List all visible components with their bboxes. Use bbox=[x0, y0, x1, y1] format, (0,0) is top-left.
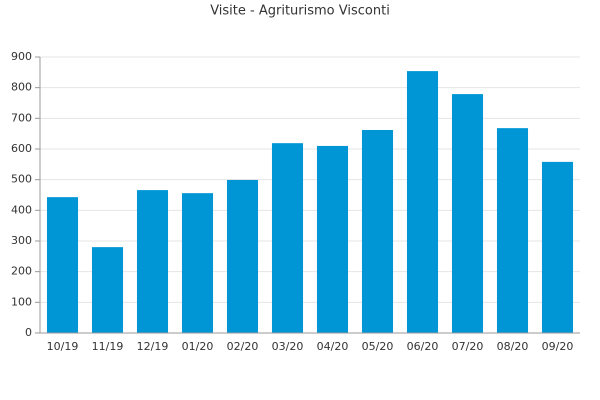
bar bbox=[451, 94, 484, 334]
bar bbox=[91, 247, 124, 333]
y-tick-label: 100 bbox=[11, 295, 32, 308]
bar bbox=[46, 197, 79, 333]
bar bbox=[316, 145, 349, 333]
x-tick-label: 09/20 bbox=[542, 340, 574, 353]
bar bbox=[496, 128, 529, 333]
y-tick-label: 900 bbox=[11, 50, 32, 63]
x-tick-label: 04/20 bbox=[317, 340, 349, 353]
bar bbox=[406, 71, 439, 334]
x-tick-label: 06/20 bbox=[407, 340, 439, 353]
x-tick-label: 07/20 bbox=[452, 340, 484, 353]
y-tick-label: 0 bbox=[25, 326, 32, 339]
y-tick-label: 200 bbox=[11, 265, 32, 278]
bar bbox=[181, 193, 214, 333]
y-tick-label: 300 bbox=[11, 234, 32, 247]
x-tick-label: 02/20 bbox=[227, 340, 259, 353]
bar bbox=[361, 129, 394, 333]
bar bbox=[136, 190, 169, 333]
y-tick-label: 400 bbox=[11, 203, 32, 216]
chart-title: Visite - Agriturismo Visconti bbox=[210, 4, 390, 19]
x-tick-label: 01/20 bbox=[182, 340, 214, 353]
bar bbox=[271, 143, 304, 333]
x-tick-label: 10/19 bbox=[47, 340, 79, 353]
x-tick-label: 12/19 bbox=[137, 340, 169, 353]
x-tick-label: 11/19 bbox=[92, 340, 124, 353]
y-tick-label: 700 bbox=[11, 111, 32, 124]
y-tick-label: 500 bbox=[11, 173, 32, 186]
bar bbox=[541, 161, 574, 333]
x-tick-label: 05/20 bbox=[362, 340, 394, 353]
x-tick-label: 03/20 bbox=[272, 340, 304, 353]
x-tick-label: 08/20 bbox=[497, 340, 529, 353]
bar bbox=[226, 179, 259, 333]
y-tick-label: 600 bbox=[11, 142, 32, 155]
y-tick-label: 800 bbox=[11, 81, 32, 94]
